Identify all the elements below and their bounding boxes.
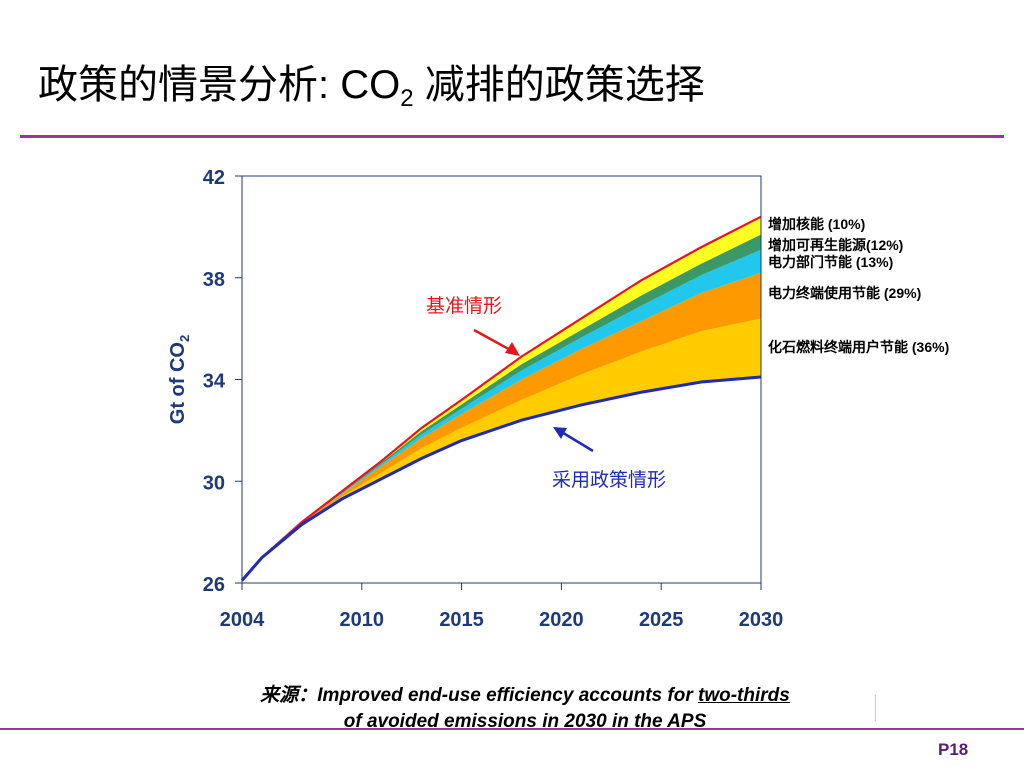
page-title: 政策的情景分析: CO2 减排的政策选择 — [38, 63, 705, 112]
policy-arrow-head — [553, 427, 567, 439]
baseline-line — [241, 215, 762, 582]
wedge-1 — [242, 318, 761, 581]
legend-label-5: 化石燃料终端用户节能 (36%) — [768, 339, 949, 355]
x-tick-label: 2025 — [639, 609, 684, 631]
source-note: 来源：Improved end-use efficiency accounts … — [185, 683, 865, 735]
source-emphasis: two-thirds — [698, 685, 790, 706]
legend-label-4: 电力终端使用节能 (29%) — [768, 285, 921, 301]
legend-label-1: 增加核能 (10%) — [768, 216, 865, 232]
y-tick-label: 42 — [203, 167, 225, 189]
wedge-4 — [242, 234, 761, 581]
baseline-arrow-shaft — [473, 328, 515, 354]
page-number: P18 — [938, 740, 969, 759]
y-tick-label: 38 — [203, 269, 225, 291]
x-tick-label: 2020 — [539, 609, 584, 631]
source-line2: of avoided emissions in 2030 in the APS — [343, 711, 707, 732]
legend-label-3: 电力部门节能 (13%) — [768, 254, 893, 270]
wedge-5 — [242, 216, 761, 581]
policy-line — [240, 375, 762, 582]
emissions-chart: 26 30 34 38 42 2004 2010 2015 2020 2025 2030 Gt of … — [167, 167, 949, 631]
x-tick-label: 2030 — [739, 609, 784, 631]
source-line1: Improved end-use efficiency accounts for — [317, 685, 698, 706]
logo-divider — [875, 695, 876, 721]
x-tick-label: 2004 — [220, 609, 265, 631]
x-tick-label: 2010 — [340, 609, 385, 631]
policy-arrow-shaft — [559, 429, 594, 453]
wedge-3 — [242, 249, 761, 581]
title-divider — [20, 135, 1004, 138]
baseline-label: 基准情形 — [426, 295, 502, 317]
source-prefix: 来源： — [260, 685, 318, 706]
y-axis-title: Gt of CO2 — [167, 335, 192, 424]
wedge-2 — [242, 272, 761, 581]
policy-label: 采用政策情形 — [552, 469, 666, 491]
y-tick-label: 30 — [203, 472, 225, 494]
baseline-arrow-head — [505, 342, 520, 356]
x-tick-label: 2015 — [439, 609, 484, 631]
footer-divider — [0, 728, 1024, 730]
y-tick-label: 34 — [203, 371, 226, 393]
legend-label-2: 增加可再生能源(12%) — [768, 237, 903, 253]
y-tick-label: 26 — [203, 574, 225, 596]
